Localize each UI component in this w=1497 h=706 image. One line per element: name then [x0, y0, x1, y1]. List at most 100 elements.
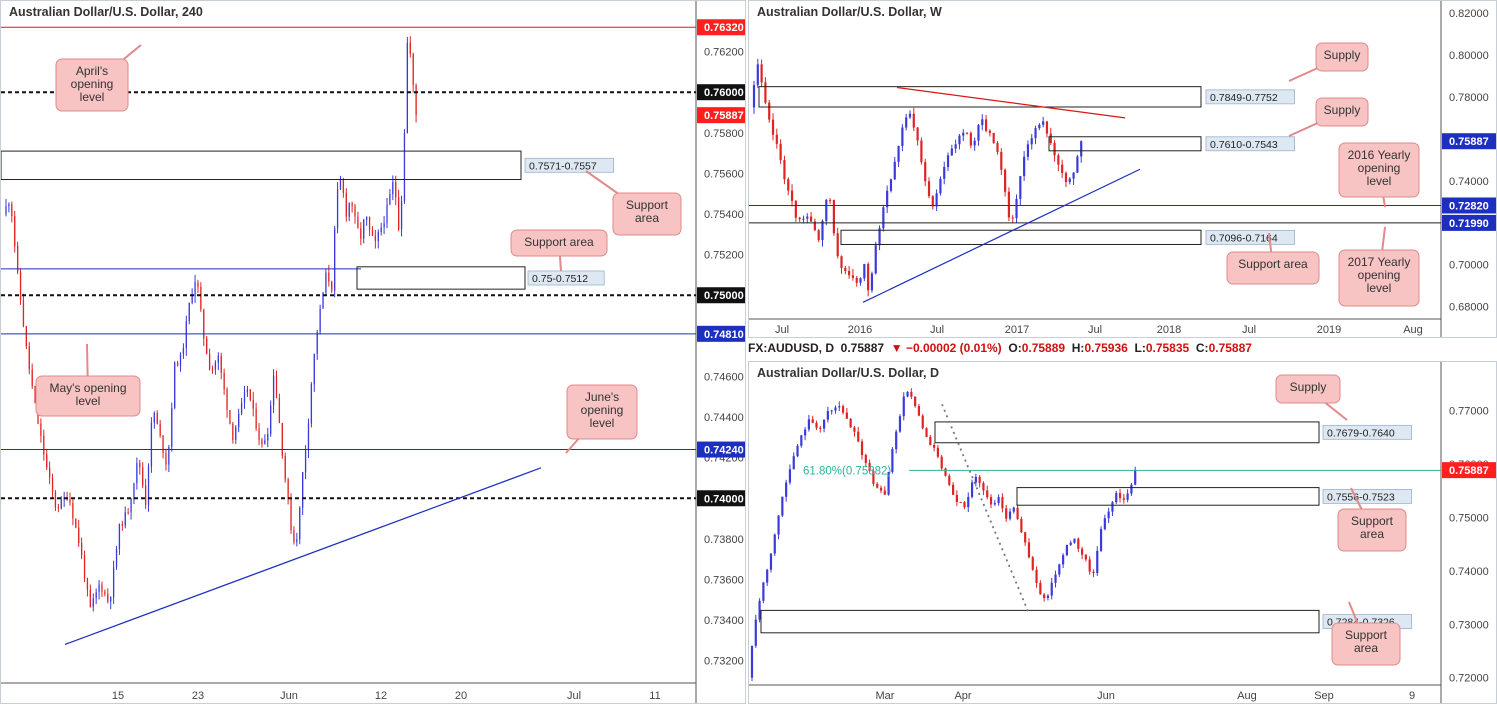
candle-body: [281, 422, 283, 457]
candle-body: [75, 518, 77, 528]
candle-body: [284, 456, 286, 480]
w-tag-72820: 0.72820: [1449, 200, 1489, 212]
h4-chart-panel[interactable]: 0.73200 0.73400 0.73600 0.73800 0.74000 0.742…: [0, 0, 746, 704]
candle-body: [992, 132, 995, 143]
daily-chart-panel[interactable]: 0.720000.730000.740000.750000.760000.770…: [748, 361, 1497, 704]
h4-chart-title: Australian Dollar/U.S. Dollar, 240: [9, 5, 203, 19]
candle-body: [1084, 554, 1087, 560]
candle-body: [261, 439, 263, 445]
callout-support-1-text: area: [635, 211, 659, 225]
candle-body: [1054, 574, 1057, 583]
candle-body: [902, 396, 905, 417]
x-tick-label: Jul: [1242, 324, 1256, 336]
callout-june-text: June's: [585, 390, 619, 404]
candle-body: [1062, 555, 1065, 565]
candle-body: [1103, 518, 1106, 530]
candle-body: [147, 466, 150, 505]
callout-support-2-text: Support area: [524, 235, 594, 249]
y-tick-label: 0.74000: [1449, 566, 1489, 578]
candle-body: [246, 389, 249, 393]
w-tag-current: 0.75887: [1449, 136, 1489, 148]
tag-74240: 0.74240: [704, 445, 744, 457]
tag-current-bg: [697, 107, 745, 124]
candle-body: [1080, 141, 1083, 157]
w-callout-2017-text: opening: [1358, 268, 1401, 282]
candle-body: [229, 410, 231, 424]
candle-body: [819, 427, 822, 429]
candle-body: [40, 423, 42, 436]
candle-body: [914, 396, 917, 406]
candle-body: [925, 428, 928, 437]
weekly-support-area-label-bg: [1205, 229, 1295, 245]
candle-body: [238, 413, 240, 428]
candle-body: [1058, 564, 1061, 575]
x-tick-label: 11: [649, 690, 660, 702]
candle-body: [963, 502, 966, 508]
candle-body: [895, 431, 898, 450]
candle-body: [313, 353, 315, 385]
w-tag-71990-bg: [1442, 214, 1496, 231]
candle-body: [845, 412, 848, 419]
candle-body: [768, 102, 771, 120]
candle-body: [978, 476, 981, 484]
callout-april-text: opening: [71, 77, 114, 91]
candle-body: [883, 490, 886, 495]
weekly-chart-panel[interactable]: 0.680000.700000.720000.740000.760000.780…: [748, 0, 1497, 338]
tag-74240-bg: [697, 441, 745, 458]
candle-body: [872, 470, 875, 484]
w-callout-supply-2-box: [1315, 97, 1369, 127]
candle-body: [1050, 582, 1053, 596]
candle-body: [1024, 532, 1027, 543]
candle-body: [380, 227, 382, 233]
candle-body: [762, 582, 765, 601]
candle-body: [828, 199, 832, 201]
candle-body: [1012, 507, 1015, 512]
candle-body: [1068, 178, 1071, 183]
candle-body: [886, 190, 889, 208]
candle-body: [278, 398, 281, 423]
candle-body: [917, 405, 921, 416]
daily-chart-title: Australian Dollar/U.S. Dollar, D: [757, 366, 939, 380]
y-tick-label: 0.73400: [704, 615, 744, 627]
tag-75000: 0.75000: [704, 290, 744, 302]
candle-body: [22, 300, 25, 327]
candle-body: [851, 275, 855, 278]
candle-body: [1134, 470, 1137, 485]
candle-body: [264, 440, 266, 445]
candle-body: [1130, 484, 1133, 494]
w-callout-support-box: [1226, 251, 1320, 285]
candle-body: [51, 477, 54, 492]
weekly-red-trendline: [896, 86, 1126, 119]
candle-body: [403, 132, 406, 202]
w-callout-support-text: Support area: [1238, 257, 1308, 271]
candle-body: [1045, 121, 1049, 134]
candle-body: [863, 263, 866, 279]
x-tick-label: Jun: [1097, 690, 1115, 702]
candle-body: [48, 467, 51, 478]
candle-body: [121, 524, 123, 526]
candle-body: [906, 391, 909, 397]
w-callout-2016-text: 2016 Yearly: [1348, 148, 1411, 162]
d-callout-support-2-box: [1331, 622, 1401, 666]
candle-body: [1043, 594, 1046, 599]
candle-body: [194, 282, 196, 297]
candle-body: [296, 539, 298, 543]
candle-body: [986, 490, 989, 498]
callout-april-text: April's: [76, 64, 108, 78]
candle-body: [95, 591, 97, 599]
d-callout-support-1-text: area: [1360, 527, 1384, 541]
candle-body: [859, 278, 862, 283]
candle-body: [363, 219, 365, 239]
y-tick-label: 0.74400: [704, 412, 744, 424]
candle-body: [1088, 559, 1091, 572]
candle-body: [855, 277, 858, 283]
candle-body: [893, 161, 896, 180]
x-tick-label: 23: [192, 690, 204, 702]
y-tick-label: 0.70000: [1449, 260, 1489, 272]
candle-body: [69, 499, 71, 504]
d-tag-current-bg: [1442, 462, 1496, 479]
d-callout-supply-text: Supply: [1290, 380, 1327, 394]
candle-body: [830, 410, 833, 412]
candle-body: [365, 216, 368, 220]
candle-body: [270, 405, 272, 435]
